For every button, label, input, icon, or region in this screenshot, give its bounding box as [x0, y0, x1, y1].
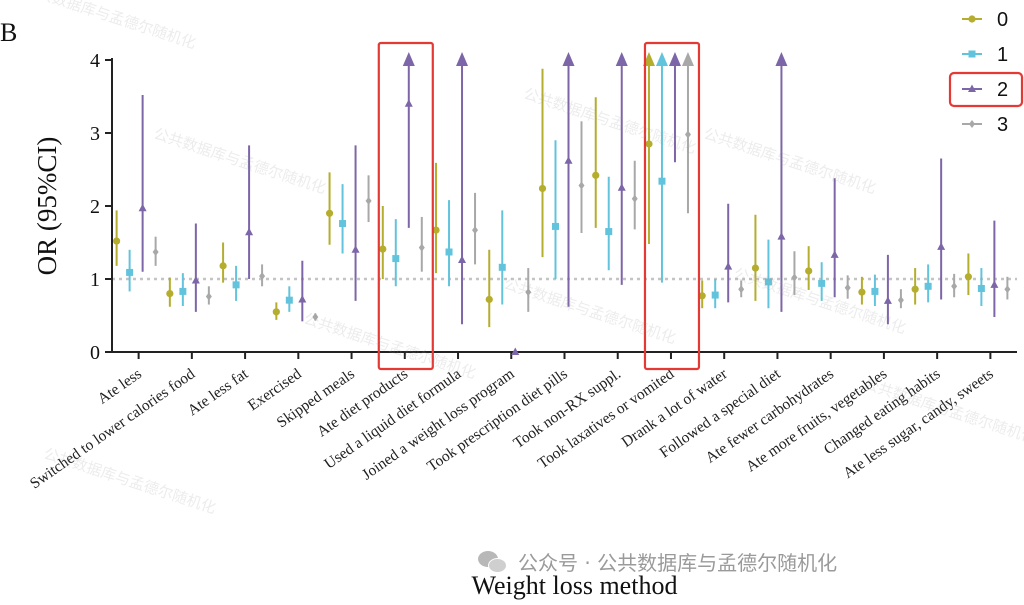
- point-s1-9: [605, 228, 613, 236]
- point-s2-16: [990, 280, 999, 288]
- point-s3-1: [205, 292, 212, 301]
- point-s0-0: [113, 237, 121, 245]
- point-s3-10: [684, 130, 691, 139]
- upper-arrow-s2-5: [402, 52, 415, 66]
- y-tick-label: 0: [90, 342, 100, 364]
- point-s1-13: [818, 279, 826, 287]
- point-s3-3: [312, 312, 319, 321]
- point-s2-2: [245, 227, 254, 236]
- point-s0-10: [645, 140, 653, 148]
- point-s0-12: [751, 264, 760, 272]
- point-s3-7: [525, 288, 532, 297]
- point-s0-11: [698, 292, 706, 300]
- point-s2-14: [883, 296, 892, 304]
- highlight-box-10: [643, 41, 701, 371]
- point-s2-12: [777, 232, 786, 240]
- point-s3-16: [1004, 285, 1011, 294]
- point-s1-7: [498, 263, 506, 271]
- y-axis-label: OR (95%CI): [32, 137, 62, 276]
- point-s2-0: [138, 203, 147, 212]
- point-s1-1: [179, 287, 187, 295]
- point-s0-2: [219, 262, 227, 270]
- point-s2-8: [564, 156, 573, 164]
- legend-label-1: 1: [997, 44, 1008, 66]
- point-s0-5: [379, 245, 387, 253]
- panel-letter: B: [0, 18, 18, 47]
- y-tick-label: 1: [90, 269, 100, 291]
- point-s0-15: [911, 285, 919, 293]
- wechat-text: 公众号 · 公共数据库与孟德尔随机化: [518, 551, 838, 575]
- y-tick-label: 3: [90, 123, 100, 145]
- point-s3-14: [897, 296, 904, 305]
- point-s1-3: [285, 296, 293, 304]
- point-s0-16: [964, 273, 972, 281]
- point-s1-6: [445, 248, 453, 256]
- x-axis-label: Weight loss method: [472, 571, 678, 600]
- point-s3-13: [844, 283, 851, 292]
- point-s0-7: [485, 295, 493, 304]
- point-s1-14: [871, 287, 879, 295]
- point-s2-1: [191, 275, 200, 284]
- legend-label-2: 2: [997, 79, 1008, 101]
- point-s2-3: [298, 294, 307, 303]
- point-s1-11: [711, 291, 719, 299]
- point-s2-4: [351, 245, 360, 253]
- upper-arrow-s2-12: [775, 52, 788, 66]
- point-s1-5: [392, 255, 400, 263]
- point-s1-0: [126, 268, 134, 276]
- point-s1-8: [552, 222, 559, 230]
- x-tick-label: Ate less fat: [185, 365, 252, 419]
- point-s2-13: [830, 250, 839, 258]
- y-tick-label: 2: [90, 196, 100, 218]
- point-s1-15: [924, 282, 932, 290]
- point-s0-1: [166, 290, 174, 298]
- upper-arrow-s2-10: [668, 52, 681, 66]
- legend-marker-0: [968, 15, 976, 23]
- point-s0-14: [858, 288, 866, 296]
- highlight-box-5: [377, 41, 434, 371]
- wechat-watermark: 公众号 · 公共数据库与孟德尔随机化: [478, 547, 837, 576]
- point-s0-6: [432, 226, 440, 234]
- wechat-icon: [478, 550, 507, 573]
- point-s2-5: [404, 99, 413, 107]
- point-s0-4: [325, 209, 334, 217]
- upper-arrow-s2-8: [562, 52, 575, 66]
- point-s2-9: [617, 183, 626, 191]
- upper-arrow-s2-6: [456, 52, 469, 66]
- legend-marker-3: [969, 120, 975, 128]
- point-s1-12: [764, 278, 772, 286]
- point-s0-9: [592, 171, 600, 179]
- upper-arrow-s2-9: [615, 52, 628, 66]
- y-tick-label: 4: [90, 50, 100, 72]
- point-s2-7: [511, 347, 520, 355]
- point-s1-10: [658, 177, 666, 185]
- point-s3-5: [418, 243, 425, 252]
- point-s2-15: [937, 242, 946, 250]
- legend-marker-1: [968, 50, 976, 58]
- upper-arrow-s1-10: [655, 52, 668, 66]
- legend-highlight-box: [948, 71, 1024, 108]
- point-s0-8: [538, 184, 547, 193]
- legend-label-0: 0: [997, 9, 1008, 31]
- point-s2-6: [458, 255, 467, 264]
- point-s1-16: [977, 284, 985, 292]
- point-s3-2: [259, 272, 266, 281]
- point-s0-13: [805, 267, 813, 275]
- point-s3-0: [152, 247, 159, 256]
- point-s3-9: [631, 194, 638, 203]
- legend-marker-2: [968, 84, 976, 92]
- point-s1-4: [339, 220, 347, 228]
- point-s3-12: [791, 273, 798, 282]
- point-s3-8: [578, 181, 585, 190]
- point-s3-11: [738, 285, 745, 294]
- point-s3-4: [365, 196, 372, 205]
- point-s3-6: [472, 226, 479, 235]
- point-s3-15: [951, 282, 958, 291]
- point-s1-2: [232, 281, 240, 289]
- upper-arrow-s3-10: [681, 52, 694, 66]
- point-s2-11: [724, 262, 733, 270]
- point-s0-3: [272, 308, 280, 316]
- legend-label-3: 3: [997, 114, 1008, 136]
